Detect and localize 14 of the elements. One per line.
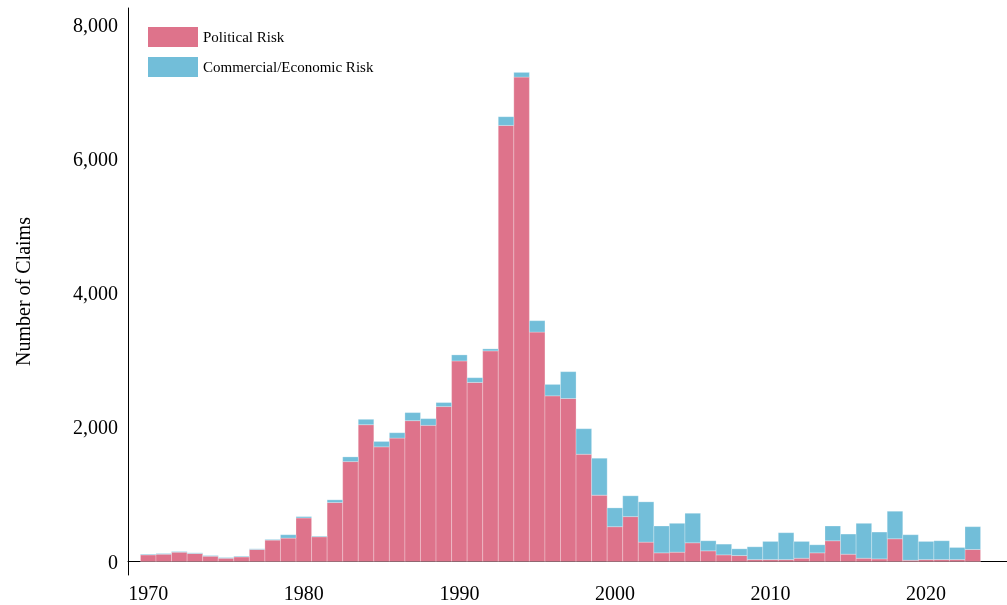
x-tick-label: 2010 [750,582,791,604]
x-tick-label: 2020 [906,582,947,604]
x-tick-label: 1980 [283,582,324,604]
y-tick-label: 6,000 [73,147,118,170]
y-tick-label: 0 [108,550,118,573]
x-tick-label: 1990 [439,582,480,604]
y-tick-label: 8,000 [73,13,118,36]
x-tick-label: 1970 [128,582,169,604]
y-tick-label: 4,000 [73,282,118,305]
y-axis-title: Number of Claims [12,216,34,366]
y-tick-label: 2,000 [73,416,118,439]
legend-label: Political Risk [203,29,285,45]
x-tick-label: 2000 [594,582,635,604]
legend-label: Commercial/Economic Risk [203,59,374,75]
